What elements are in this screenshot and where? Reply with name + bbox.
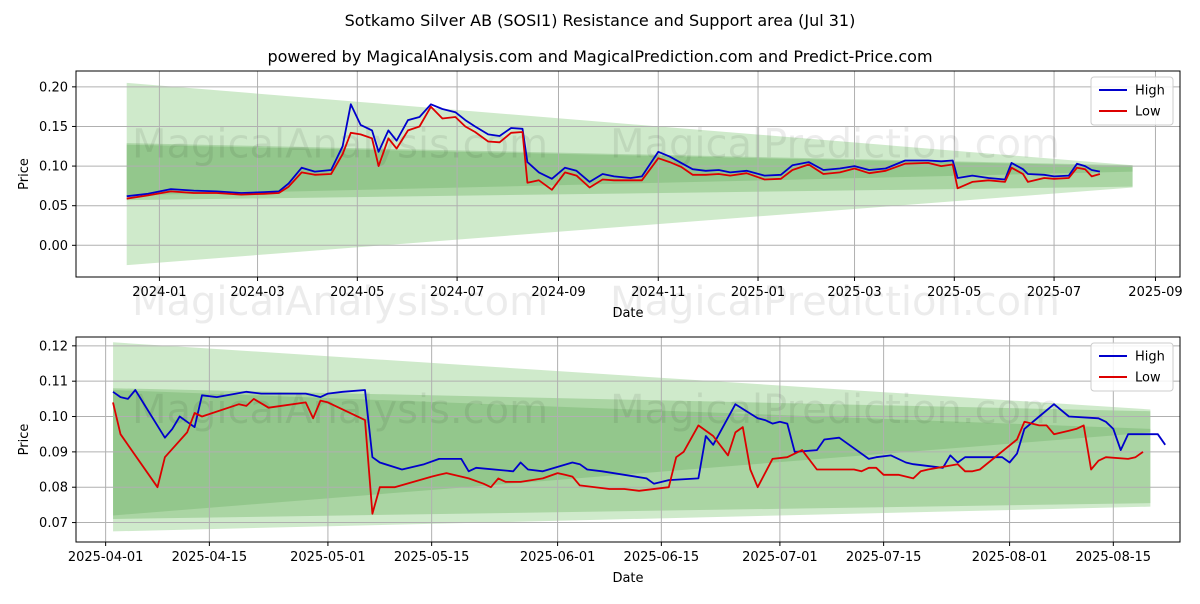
x-tick-label: 2025-07-01 (742, 550, 818, 565)
x-tick-label: 2024-01 (132, 285, 186, 300)
x-tick-label: 2024-09 (531, 285, 585, 300)
plot-frame (75, 70, 1181, 278)
x-axis-label: Date (612, 571, 643, 586)
chart-title: Sotkamo Silver AB (SOSI1) Resistance and… (345, 11, 856, 30)
core-band (113, 390, 1151, 516)
x-tick-label: 2024-11 (631, 285, 685, 300)
legend: High Low (1090, 76, 1174, 126)
outer-band (126, 82, 1133, 266)
y-tick-label: 0.10 (39, 160, 68, 175)
series-lines (112, 389, 1166, 515)
y-tick-label: 0.00 (39, 239, 68, 254)
x-tick-label: 2025-04-01 (68, 550, 144, 565)
series-lines (126, 103, 1101, 200)
legend-label-low: Low (1135, 371, 1161, 386)
x-tick-label: 2025-07-15 (846, 550, 922, 565)
x-tick-label: 2025-06-15 (624, 550, 700, 565)
chart-subtitle: powered by MagicalAnalysis.com and Magic… (267, 47, 932, 66)
watermark-text: MagicalPrediction.com (610, 279, 1060, 325)
y-axis-label: Price (17, 424, 32, 456)
x-tick-label: 2024-07 (430, 285, 484, 300)
high-price-line (112, 389, 1166, 485)
axis-ticks: 2024-01 2024-03 2024-05 2024-07 2024-09 2024-… (39, 71, 1183, 300)
y-tick-label: 0.07 (39, 516, 68, 531)
x-tick-label: 2025-03 (827, 285, 881, 300)
x-tick-label: 2024-03 (230, 285, 284, 300)
x-tick-label: 2025-09 (1128, 285, 1182, 300)
x-tick-label: 2025-05-15 (394, 550, 470, 565)
x-tick-label: 2024-05 (330, 285, 384, 300)
core-band (126, 143, 1133, 196)
x-tick-label: 2025-06-01 (520, 550, 596, 565)
x-tick-label: 2025-01 (731, 285, 785, 300)
x-tick-label: 2025-05-01 (290, 550, 366, 565)
x-tick-label: 2025-08-15 (1076, 550, 1152, 565)
x-axis-label: Date (612, 306, 643, 321)
watermark-text: MagicalPrediction.com (610, 387, 1060, 433)
legend: High Low (1090, 342, 1174, 392)
inner-band (113, 388, 1151, 520)
legend-label-high: High (1135, 350, 1165, 365)
outer-band (113, 342, 1151, 532)
y-tick-label: 0.15 (39, 120, 68, 135)
x-tick-label: 2025-05 (927, 285, 981, 300)
y-tick-label: 0.08 (39, 481, 68, 496)
resistance-support-area (113, 342, 1151, 532)
y-tick-label: 0.05 (39, 199, 68, 214)
x-tick-label: 2025-04-15 (172, 550, 248, 565)
bottom-chart-panel: 2025-04-01 2025-04-15 2025-05-01 2025-05-15… (17, 336, 1181, 586)
y-tick-label: 0.09 (39, 445, 68, 460)
y-tick-label: 0.11 (39, 375, 68, 390)
inner-band (126, 144, 1133, 201)
resistance-support-area (126, 82, 1133, 266)
high-price-line (126, 103, 1101, 198)
x-tick-label: 2025-07 (1027, 285, 1081, 300)
watermark-text: MagicalPrediction.com (610, 122, 1060, 168)
y-axis-label: Price (17, 158, 32, 190)
axis-ticks: 2025-04-01 2025-04-15 2025-05-01 2025-05-15… (39, 337, 1180, 565)
legend-label-low: Low (1135, 105, 1161, 120)
y-tick-label: 0.20 (39, 80, 68, 95)
y-tick-label: 0.10 (39, 410, 68, 425)
watermark-text: MagicalAnalysis.com (132, 279, 548, 325)
watermark-text: MagicalAnalysis.com (132, 122, 548, 168)
top-chart-panel: 2024-01 2024-03 2024-05 2024-07 2024-09 2024-… (17, 70, 1183, 325)
plot-frame (75, 336, 1181, 543)
x-tick-label: 2025-08-01 (972, 550, 1048, 565)
y-tick-label: 0.12 (39, 339, 68, 354)
low-price-line (126, 105, 1101, 200)
low-price-line (112, 398, 1144, 515)
legend-label-high: High (1135, 84, 1165, 99)
